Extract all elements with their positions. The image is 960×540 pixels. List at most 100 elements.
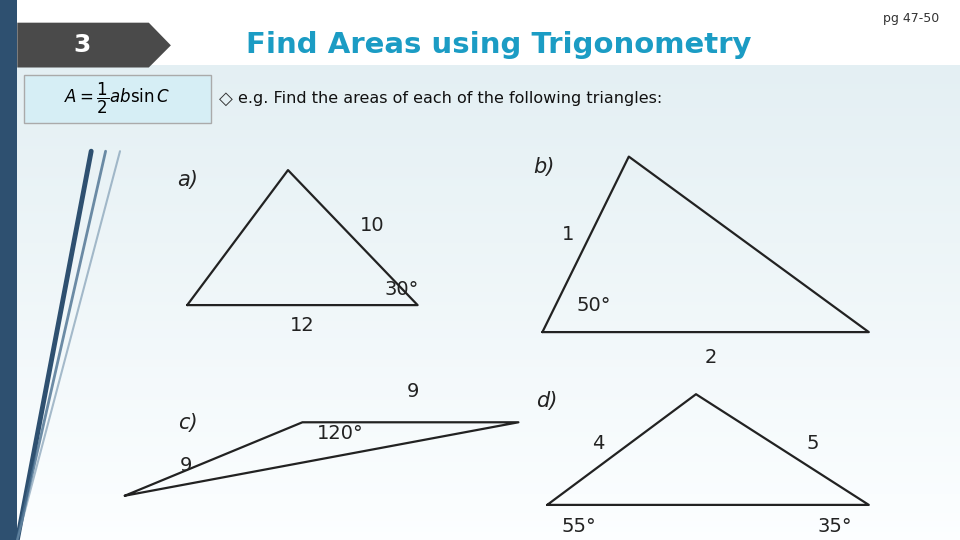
Text: 9: 9: [180, 456, 192, 475]
Bar: [0, 418, 960, 421]
FancyBboxPatch shape: [24, 75, 211, 123]
Bar: [0, 143, 960, 146]
Bar: [0, 518, 960, 521]
Bar: [0, 467, 960, 470]
Bar: [0, 338, 960, 340]
Text: 30°: 30°: [384, 280, 419, 299]
Bar: [0, 310, 960, 313]
Bar: [0, 505, 960, 508]
Bar: [0, 440, 960, 443]
Bar: [0, 213, 960, 216]
Bar: [0, 0, 960, 65]
Bar: [0, 451, 960, 454]
Bar: [0, 57, 960, 59]
Bar: [0, 356, 960, 359]
Bar: [0, 284, 960, 286]
Bar: [0, 275, 960, 278]
Bar: [0, 305, 960, 308]
Bar: [0, 97, 960, 100]
Text: 55°: 55°: [562, 517, 596, 536]
Bar: [0, 478, 960, 481]
Bar: [0, 348, 960, 351]
Bar: [0, 230, 960, 232]
Bar: [0, 40, 960, 43]
Bar: [0, 202, 960, 205]
Bar: [0, 14, 960, 16]
Bar: [0, 221, 960, 224]
Bar: [0, 46, 960, 49]
Bar: [0, 413, 960, 416]
Bar: [0, 70, 960, 73]
Bar: [0, 240, 960, 243]
Bar: [0, 135, 960, 138]
Bar: [0, 424, 960, 427]
Bar: [0, 189, 960, 192]
Bar: [0, 59, 960, 62]
Bar: [0, 397, 960, 400]
Bar: [0, 113, 960, 116]
Bar: [0, 197, 960, 200]
Bar: [0, 154, 960, 157]
Bar: [0, 410, 960, 413]
Bar: [0, 27, 960, 30]
Bar: [0, 248, 960, 251]
Bar: [0, 491, 960, 494]
Bar: [0, 302, 960, 305]
Bar: [0, 370, 960, 373]
Bar: [0, 510, 960, 513]
Bar: [0, 157, 960, 159]
Text: b): b): [533, 157, 554, 177]
Bar: [0, 456, 960, 459]
Bar: [0, 408, 960, 410]
Text: pg 47-50: pg 47-50: [882, 12, 939, 25]
Bar: [0, 532, 960, 535]
Bar: [0, 208, 960, 211]
Bar: [0, 159, 960, 162]
Text: $A = \dfrac{1}{2}ab\sin C$: $A = \dfrac{1}{2}ab\sin C$: [64, 81, 170, 117]
Bar: [0, 62, 960, 65]
Bar: [0, 513, 960, 516]
Bar: [0, 35, 960, 38]
Bar: [0, 486, 960, 489]
Bar: [0, 354, 960, 356]
Bar: [0, 313, 960, 316]
Bar: [0, 124, 960, 127]
Bar: [0, 524, 960, 526]
Text: 9: 9: [407, 382, 419, 401]
Bar: [0, 324, 960, 327]
Bar: [0, 151, 960, 154]
Bar: [0, 381, 960, 383]
Bar: [0, 8, 960, 11]
Bar: [0, 176, 960, 178]
Bar: [0, 94, 960, 97]
Bar: [0, 65, 960, 68]
Bar: [0, 435, 960, 437]
Bar: [0, 297, 960, 300]
Bar: [0, 273, 960, 275]
Bar: [0, 443, 960, 445]
Bar: [0, 186, 960, 189]
Polygon shape: [17, 23, 171, 68]
Bar: [0, 362, 960, 364]
Text: 120°: 120°: [317, 423, 364, 443]
Bar: [0, 481, 960, 483]
Bar: [0, 132, 960, 135]
Bar: [0, 400, 960, 402]
Bar: [0, 184, 960, 186]
Bar: [0, 170, 960, 173]
Bar: [0, 51, 960, 54]
Bar: [0, 122, 960, 124]
Bar: [0, 11, 960, 14]
Bar: [0, 373, 960, 375]
Bar: [0, 68, 960, 70]
Text: ◇: ◇: [219, 90, 232, 108]
Bar: [0, 416, 960, 418]
Text: 2: 2: [705, 348, 716, 367]
Bar: [0, 259, 960, 262]
Bar: [0, 81, 960, 84]
Bar: [0, 100, 960, 103]
Bar: [0, 111, 960, 113]
Bar: [0, 16, 960, 19]
Bar: [0, 200, 960, 202]
Bar: [0, 500, 960, 502]
